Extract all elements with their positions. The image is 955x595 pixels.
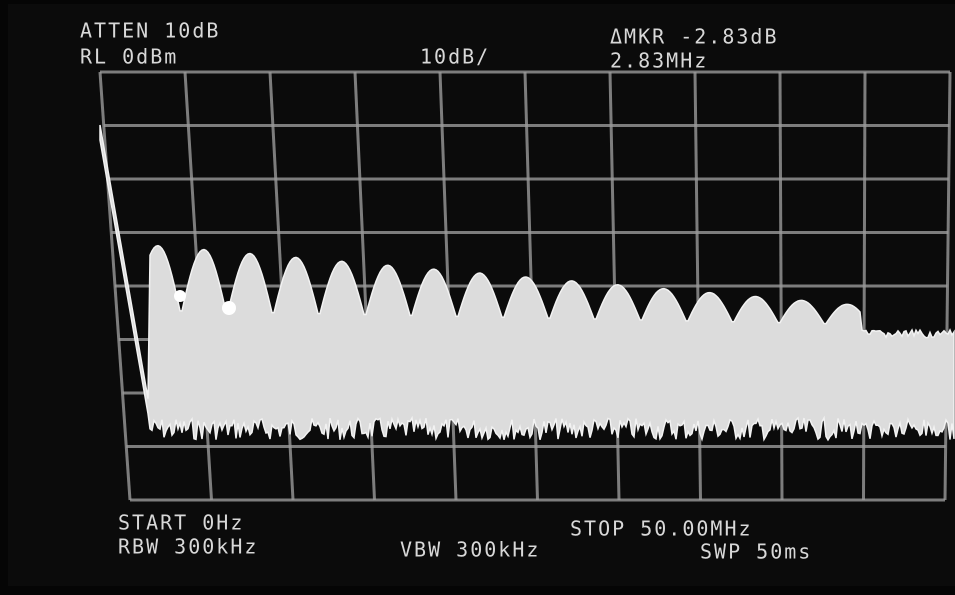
- marker-freq-label: 2.83MHz: [610, 49, 708, 73]
- sweep-label: SWP 50ms: [700, 540, 812, 564]
- marker: [174, 290, 186, 302]
- stop-label: STOP 50.00MHz: [570, 517, 753, 541]
- marker: [222, 301, 236, 315]
- atten-label: ATTEN 10dB: [80, 19, 220, 43]
- rbw-label: RBW 300kHz: [118, 535, 258, 559]
- ref-level-label: RL 0dBm: [80, 45, 178, 69]
- vbw-label: VBW 300kHz: [400, 538, 540, 562]
- scale-label: 10dB/: [420, 45, 490, 69]
- start-label: START 0Hz: [118, 511, 244, 535]
- spectrum-trace: [99, 124, 955, 442]
- marker-delta-label: ΔMKR -2.83dB: [610, 25, 779, 49]
